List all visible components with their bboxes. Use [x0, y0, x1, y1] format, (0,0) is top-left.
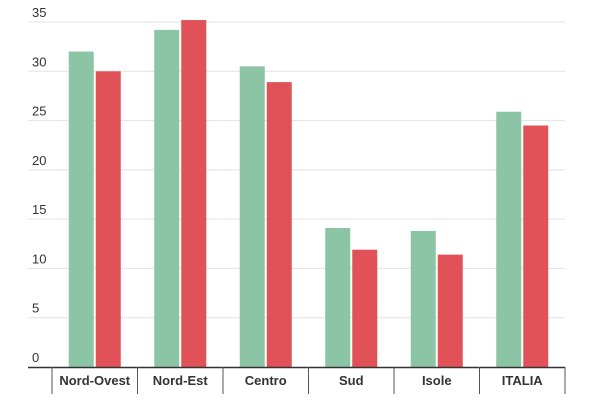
bar-1-italia	[496, 111, 522, 367]
bar-1-sud	[325, 228, 351, 367]
y-tick-label: 20	[32, 153, 46, 168]
x-tick-label: Centro	[245, 373, 287, 388]
x-axis: Nord-Ovest Nord-Est Centro Sud Isole ITALIA	[28, 366, 566, 394]
y-tick-label: 15	[32, 202, 46, 217]
y-axis-ticks: 0 5 10 15 20 25 30 35	[32, 5, 46, 365]
x-tick-label: Nord-Ovest	[59, 373, 130, 388]
bars	[68, 20, 549, 368]
x-tick-label: Nord-Est	[153, 373, 209, 388]
bar-1-nord-ovest	[68, 51, 94, 367]
y-tick-label: 35	[32, 5, 46, 20]
bar-1-isole	[410, 230, 436, 367]
y-tick-label: 5	[32, 301, 39, 316]
x-tick-label: Isole	[422, 373, 452, 388]
bar-2-italia	[523, 125, 549, 367]
bar-1-nord-est	[154, 29, 180, 368]
bar-2-sud	[352, 249, 378, 367]
y-tick-label: 25	[32, 104, 46, 119]
y-tick-label: 10	[32, 251, 46, 266]
bar-2-nord-est	[181, 20, 207, 368]
x-tick-label: ITALIA	[502, 373, 544, 388]
y-tick-label: 30	[32, 54, 46, 69]
bar-1-centro	[239, 66, 265, 367]
x-tick-label: Sud	[339, 373, 364, 388]
bar-2-isole	[437, 254, 463, 367]
bar-2-nord-ovest	[95, 71, 121, 368]
bar-2-centro	[266, 82, 292, 367]
y-tick-label: 0	[32, 350, 39, 365]
